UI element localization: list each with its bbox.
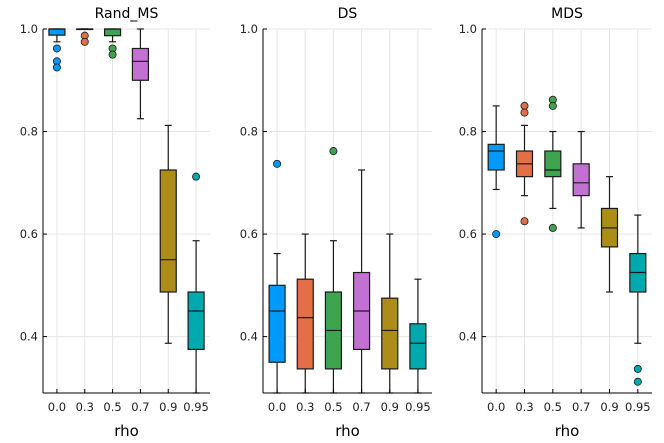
x-tick-label: 0.5 bbox=[544, 400, 562, 414]
y-tick-label: 0.6 bbox=[240, 227, 258, 241]
box-iqr bbox=[103, 28, 122, 37]
box-0.9 bbox=[159, 124, 177, 344]
y-tick-label: 0.6 bbox=[459, 227, 477, 241]
box-0.3 bbox=[76, 28, 94, 46]
outlier-point bbox=[548, 223, 557, 232]
outlier-point bbox=[548, 101, 557, 110]
outlier-point bbox=[492, 230, 501, 239]
x-tick-label: 0.0 bbox=[487, 400, 505, 414]
x-tick-label: 0.3 bbox=[296, 400, 314, 414]
x-tick-label: 0.0 bbox=[268, 400, 286, 414]
outlier-point bbox=[520, 101, 529, 110]
y-tick-label: 0.4 bbox=[240, 330, 258, 344]
outlier-point bbox=[108, 50, 117, 59]
y-tick-label: 1.0 bbox=[240, 22, 258, 36]
panel-title: DS bbox=[338, 6, 358, 22]
y-tick-label: 1.0 bbox=[459, 22, 477, 36]
box-iqr bbox=[572, 163, 590, 197]
x-tick-label: 0.95 bbox=[625, 400, 651, 414]
box-iqr bbox=[409, 323, 427, 370]
x-tick-label: 0.9 bbox=[381, 400, 399, 414]
box-0.95 bbox=[409, 278, 427, 394]
box-iqr bbox=[296, 278, 314, 370]
box-0.95 bbox=[629, 214, 647, 386]
y-tick-label: 0.6 bbox=[20, 227, 38, 241]
outlier-point bbox=[273, 159, 282, 168]
x-tick-label: 0.0 bbox=[48, 400, 66, 414]
box-0.7 bbox=[352, 169, 371, 394]
box-iqr bbox=[487, 143, 505, 171]
box-iqr bbox=[187, 291, 205, 351]
x-tick-label: 0.9 bbox=[159, 400, 177, 414]
box-iqr bbox=[268, 284, 286, 363]
x-tick-label: 0.95 bbox=[405, 400, 431, 414]
box-0.3 bbox=[515, 101, 534, 226]
y-tick-label: 0.8 bbox=[240, 125, 258, 139]
box-0.5 bbox=[544, 95, 562, 232]
x-tick-label: 0.95 bbox=[183, 400, 209, 414]
chart-panel-0: 0.4 0.6 0.8 1.0 0.0 0.3 0.5 0.7 0.9 0.95 Rand_MSrh… bbox=[20, 6, 210, 440]
outlier-point bbox=[520, 108, 529, 117]
outlier-point bbox=[520, 217, 529, 226]
y-tick-label: 0.4 bbox=[459, 330, 477, 344]
x-tick-label: 0.5 bbox=[324, 400, 342, 414]
box-0.95 bbox=[187, 172, 205, 394]
outlier-point bbox=[633, 364, 642, 373]
x-axis-label: rho bbox=[114, 422, 139, 440]
outlier-point bbox=[80, 37, 89, 46]
box-0.3 bbox=[296, 233, 314, 394]
x-tick-label: 0.7 bbox=[131, 400, 149, 414]
box-iqr bbox=[159, 169, 177, 293]
x-axis-label: rho bbox=[555, 422, 580, 440]
x-axis-label: rho bbox=[335, 422, 360, 440]
y-tick-label: 0.8 bbox=[20, 125, 38, 139]
outlier-point bbox=[52, 44, 61, 53]
box-0.0 bbox=[487, 105, 505, 239]
x-tick-label: 0.3 bbox=[76, 400, 94, 414]
panel-title: MDS bbox=[551, 6, 583, 22]
box-iqr bbox=[381, 297, 399, 370]
box-0.0 bbox=[48, 28, 66, 72]
box-0.9 bbox=[381, 233, 399, 394]
box-iqr bbox=[48, 28, 66, 36]
outlier-point bbox=[329, 147, 338, 156]
box-0.7 bbox=[131, 28, 150, 120]
box-0.0 bbox=[268, 159, 286, 394]
y-tick-label: 0.4 bbox=[20, 330, 38, 344]
box-0.7 bbox=[572, 130, 590, 229]
y-tick-label: 1.0 bbox=[20, 22, 38, 36]
chart-panel-1: 0.4 0.6 0.8 1.0 0.0 0.3 0.5 0.7 0.9 0.95 DS rho bbox=[240, 6, 432, 440]
outlier-point bbox=[52, 63, 61, 72]
x-tick-label: 0.7 bbox=[572, 400, 590, 414]
chart-panel-2: 0.4 0.6 0.8 1.0 0.0 0.3 0.5 0.7 0.9 0.95 MDS rho bbox=[459, 6, 652, 440]
box-0.9 bbox=[600, 176, 619, 293]
x-tick-label: 0.5 bbox=[103, 400, 121, 414]
box-iqr bbox=[544, 150, 562, 178]
outlier-point bbox=[633, 377, 642, 386]
box-iqr bbox=[131, 47, 150, 81]
box-0.5 bbox=[324, 147, 343, 394]
box-0.5 bbox=[103, 28, 122, 59]
x-tick-label: 0.7 bbox=[352, 400, 370, 414]
x-tick-label: 0.9 bbox=[600, 400, 618, 414]
outlier-point bbox=[192, 172, 201, 181]
y-tick-label: 0.8 bbox=[459, 125, 477, 139]
x-tick-label: 0.3 bbox=[515, 400, 533, 414]
panel-title: Rand_MS bbox=[95, 6, 159, 22]
